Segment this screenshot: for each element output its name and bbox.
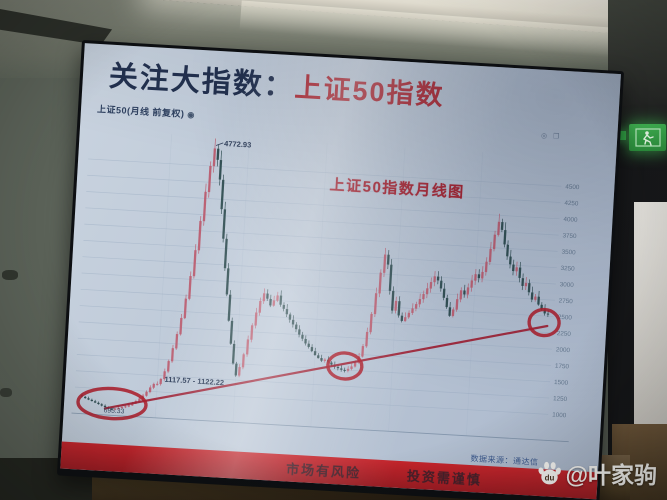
title-prefix: 关注大指数： (108, 60, 296, 104)
svg-text:3250: 3250 (560, 265, 575, 273)
svg-text:3000: 3000 (560, 281, 575, 289)
baidu-paw-icon: du (538, 461, 561, 484)
chart-area: 上证50(月线 前复权) ◉ ◎ ❐ 4500 4250 4000 3750 3500 32… (66, 99, 613, 467)
svg-text:1250: 1250 (553, 395, 568, 403)
svg-text:1750: 1750 (555, 363, 570, 371)
svg-text:2500: 2500 (558, 314, 573, 322)
candlestick-chart: 4500 4250 4000 3750 3500 3250 3000 2750 2500 2250… (71, 134, 580, 443)
running-person-icon (634, 128, 661, 147)
title-highlight: 上证50指数 (293, 72, 446, 111)
svg-text:4250: 4250 (564, 200, 579, 208)
window-control-icons: ◎ ❐ (540, 132, 562, 141)
svg-text:3500: 3500 (561, 249, 576, 257)
svg-text:1500: 1500 (554, 379, 569, 387)
expand-icon: ◉ (187, 110, 196, 120)
svg-text:2750: 2750 (559, 298, 574, 306)
svg-text:3750: 3750 (562, 232, 577, 240)
watermark: du @叶家驹 (536, 456, 657, 490)
svg-text:4000: 4000 (563, 216, 578, 224)
svg-text:2000: 2000 (556, 346, 571, 354)
svg-text:695.33: 695.33 (103, 407, 124, 415)
screen-face: 关注大指数：上证50指数 上证50(月线 前复权) ◉ ◎ ❐ 4500 4250 4… (60, 43, 621, 500)
disclaimer-risk: 市场有风险 (285, 461, 362, 481)
svg-text:1117.57 - 1122.22: 1117.57 - 1122.22 (164, 375, 224, 387)
disclaimer-caution: 投资需谨慎 (406, 468, 483, 488)
exit-sign (629, 124, 666, 151)
svg-text:4500: 4500 (565, 183, 580, 191)
svg-text:1000: 1000 (552, 412, 567, 420)
wall-mark (2, 270, 18, 280)
baidu-du-text: du (544, 473, 554, 482)
tv-screen: 关注大指数：上证50指数 上证50(月线 前复权) ◉ ◎ ❐ 4500 4250 4… (56, 40, 625, 500)
svg-text:4772.93: 4772.93 (224, 139, 252, 150)
svg-text:2250: 2250 (557, 330, 572, 338)
door-panel (634, 202, 667, 428)
watermark-handle: @叶家驹 (565, 462, 657, 488)
wall-mark (0, 388, 12, 397)
